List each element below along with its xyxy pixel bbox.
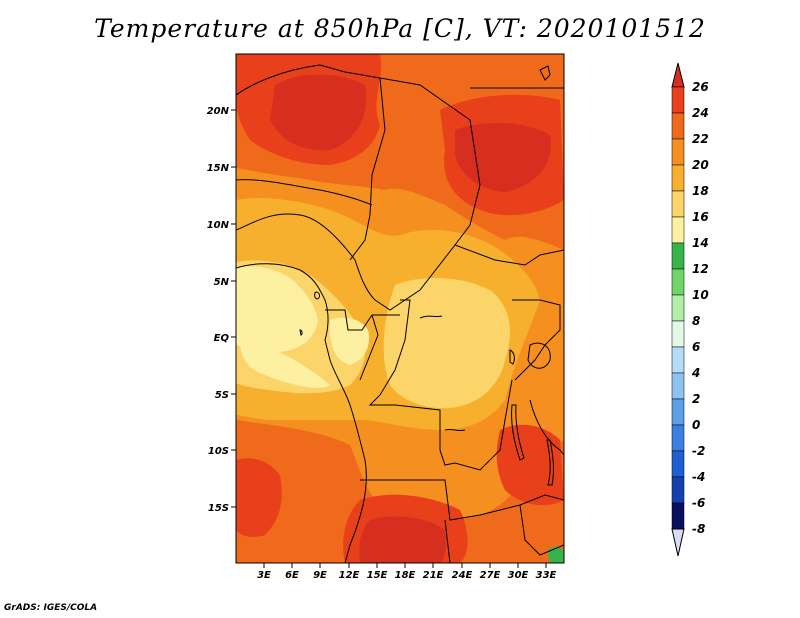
colorbar-swatch [671, 424, 685, 452]
lat-label: 15N [207, 163, 230, 174]
colorbar-label: 4 [691, 366, 700, 380]
lat-label: 10S [208, 446, 229, 457]
colorbar-label: -6 [692, 496, 705, 510]
border-congo [359, 314, 379, 381]
colorbar-swatch [671, 398, 685, 426]
colorbar-label: 12 [692, 262, 709, 276]
lon-label: 6E [285, 570, 299, 581]
colorbar-swatch [671, 346, 685, 374]
colorbar-label: -4 [692, 470, 705, 484]
colorbar-swatch [671, 294, 685, 322]
lon-label: 15E [367, 570, 388, 581]
border-north-1 [236, 64, 481, 246]
lake-tanganyika [511, 404, 525, 461]
colorbar-label: 2 [692, 392, 700, 406]
coastline-west [236, 263, 367, 563]
colorbar-label: 6 [692, 340, 700, 354]
colorbar-label: 14 [692, 236, 709, 250]
lat-label: 15S [208, 503, 229, 514]
lon-label: 33E [536, 570, 557, 581]
border-drc [368, 299, 513, 471]
border-uganda-rwanda [512, 299, 561, 381]
field-southwest-24-26 [236, 458, 282, 538]
colorbar-label: 26 [692, 80, 709, 94]
river-congo-1 [419, 315, 443, 319]
lat-label: 5S [215, 390, 229, 401]
lake-kivu [509, 349, 515, 365]
colorbar-label: 16 [692, 210, 709, 224]
border-eq-guinea-gabon [325, 309, 400, 331]
colorbar-over-arrow [671, 62, 685, 88]
colorbar-swatch [671, 112, 685, 140]
map-title: Temperature at 850hPa [C], VT: 202010151… [94, 14, 706, 43]
colorbar-label: 24 [692, 106, 709, 120]
lake-victoria [527, 342, 551, 369]
colorbar-swatch [671, 476, 685, 504]
latitude-axis: 20N 15N 10N 5N EQ 5S 10S 15S [207, 106, 236, 514]
lat-label: 5N [214, 277, 230, 288]
lat-label: 20N [207, 106, 230, 117]
colorbar-swatch [671, 138, 685, 166]
lon-label: 24E [452, 570, 473, 581]
colorbar-label: 8 [692, 314, 700, 328]
lon-label: 18E [395, 570, 416, 581]
border-zimbabwe [519, 504, 564, 556]
grads-credit: GrADS: IGES/COLA [4, 603, 98, 613]
colorbar-swatch [671, 86, 685, 114]
lat-label: EQ [214, 333, 230, 344]
longitude-axis: 3E 6E 9E 12E 15E 18E 21E 24E 27E 30E 33E [257, 563, 557, 581]
lon-label: 21E [423, 570, 444, 581]
colorbar-swatch [671, 164, 685, 192]
temperature-field [236, 54, 564, 563]
island-bioko [314, 291, 320, 300]
colorbar-swatch [671, 190, 685, 218]
field-congo-16-18 [383, 278, 510, 409]
lon-label: 9E [313, 570, 327, 581]
country-borders [236, 64, 564, 563]
colorbar-swatch [671, 268, 685, 296]
river-lakes-south [444, 428, 466, 432]
colorbar-swatch [671, 502, 685, 530]
lon-label: 27E [480, 570, 501, 581]
colorbar-label: -2 [692, 444, 705, 458]
colorbar-label: 10 [692, 288, 709, 302]
border-chad-west [349, 77, 386, 261]
colorbar-swatch [671, 450, 685, 478]
colorbar: 26 24 22 20 18 16 14 12 10 8 6 4 2 0 -2 … [671, 62, 709, 557]
lake-malawi [546, 439, 554, 486]
field-gulf-14-16 [236, 266, 318, 352]
border-sahel [236, 179, 373, 206]
border-botswana [444, 519, 451, 563]
colorbar-label: 20 [692, 158, 709, 172]
field-north-edge [420, 54, 564, 83]
colorbar-swatch [671, 242, 685, 270]
border-car [236, 213, 564, 311]
field-southeast-24-26 [496, 424, 564, 506]
colorbar-label: 22 [692, 132, 709, 146]
lat-label: 10N [207, 220, 230, 231]
border-angola-zambia [360, 479, 564, 521]
colorbar-label: 0 [692, 418, 700, 432]
field-south-hot [359, 516, 447, 563]
field-hot-core-east [455, 123, 551, 192]
field-hot-core-west [270, 74, 367, 151]
colorbar-swatch [671, 216, 685, 244]
colorbar-swatch [671, 320, 685, 348]
map-frame [235, 53, 565, 564]
lon-label: 12E [339, 570, 360, 581]
colorbar-swatch [671, 372, 685, 400]
colorbar-label: -8 [692, 522, 705, 536]
colorbar-under-arrow [671, 528, 685, 557]
field-south-22-24 [236, 420, 564, 563]
lake-nasser [539, 65, 551, 81]
island-sao-tome [299, 329, 303, 336]
lon-label: 3E [257, 570, 271, 581]
colorbar-label: 18 [692, 184, 709, 198]
field-green-cell [547, 546, 564, 563]
field-ocean-streak [240, 340, 330, 388]
border-tanzania [529, 399, 564, 456]
lon-label: 30E [508, 570, 529, 581]
